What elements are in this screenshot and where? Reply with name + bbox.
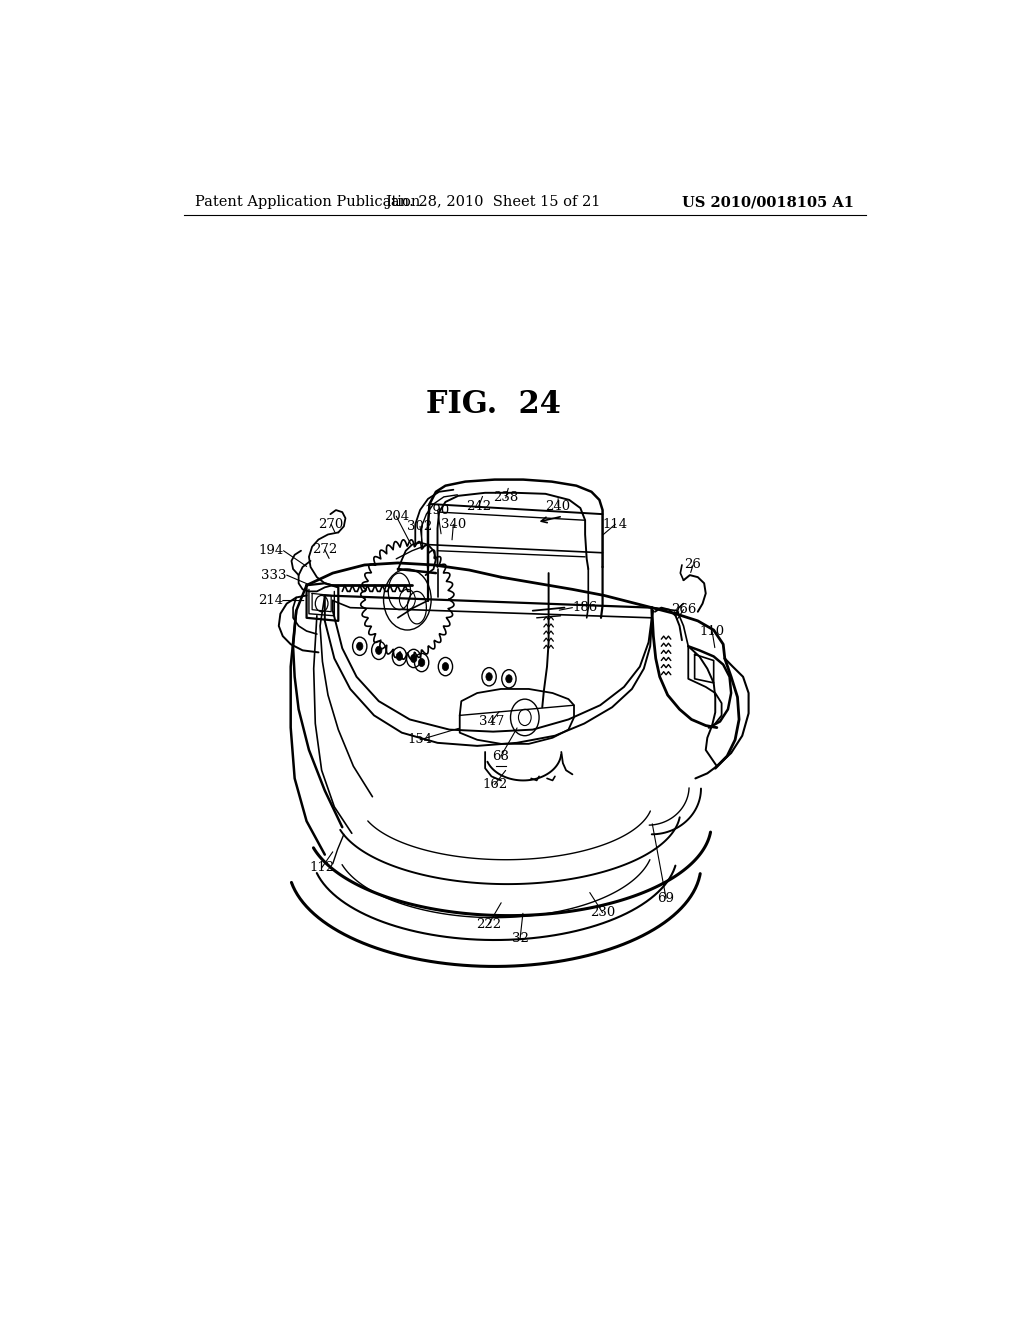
Text: Patent Application Publication: Patent Application Publication (196, 195, 421, 209)
Text: 238: 238 (494, 491, 518, 504)
Text: 340: 340 (440, 517, 466, 531)
Text: 242: 242 (466, 499, 492, 512)
Circle shape (396, 652, 402, 660)
Circle shape (356, 643, 362, 651)
Text: US 2010/0018105 A1: US 2010/0018105 A1 (682, 195, 854, 209)
Text: 214: 214 (258, 594, 283, 607)
Text: Jan. 28, 2010  Sheet 15 of 21: Jan. 28, 2010 Sheet 15 of 21 (385, 195, 601, 209)
Text: 162: 162 (482, 777, 507, 791)
Text: 110: 110 (699, 624, 725, 638)
Text: 266: 266 (671, 603, 696, 616)
Text: FIG.  24: FIG. 24 (426, 389, 560, 420)
Text: 194: 194 (258, 544, 284, 557)
Text: 68: 68 (493, 750, 509, 763)
Circle shape (506, 675, 512, 682)
Text: 114: 114 (603, 517, 628, 531)
Text: 333: 333 (261, 569, 287, 582)
Text: 26: 26 (685, 558, 701, 572)
Text: 230: 230 (590, 906, 615, 919)
Circle shape (486, 673, 493, 681)
Text: 112: 112 (309, 862, 334, 874)
Text: 186: 186 (572, 601, 598, 614)
Text: 32: 32 (512, 932, 528, 945)
Circle shape (419, 659, 425, 667)
Circle shape (411, 655, 417, 663)
Text: 204: 204 (384, 510, 409, 523)
Text: 347: 347 (479, 715, 504, 729)
Circle shape (376, 647, 382, 655)
Text: 154: 154 (408, 734, 432, 746)
Text: 272: 272 (312, 544, 338, 556)
Circle shape (442, 663, 449, 671)
Text: 190: 190 (425, 503, 451, 516)
Text: 222: 222 (476, 919, 501, 932)
Text: 240: 240 (546, 499, 570, 512)
Text: 270: 270 (318, 517, 344, 531)
Text: 302: 302 (408, 520, 433, 533)
Text: 69: 69 (657, 892, 675, 904)
